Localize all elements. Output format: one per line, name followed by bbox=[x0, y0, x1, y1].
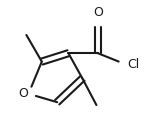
Text: O: O bbox=[93, 6, 103, 19]
Text: O: O bbox=[18, 87, 28, 100]
Text: Cl: Cl bbox=[127, 58, 139, 71]
